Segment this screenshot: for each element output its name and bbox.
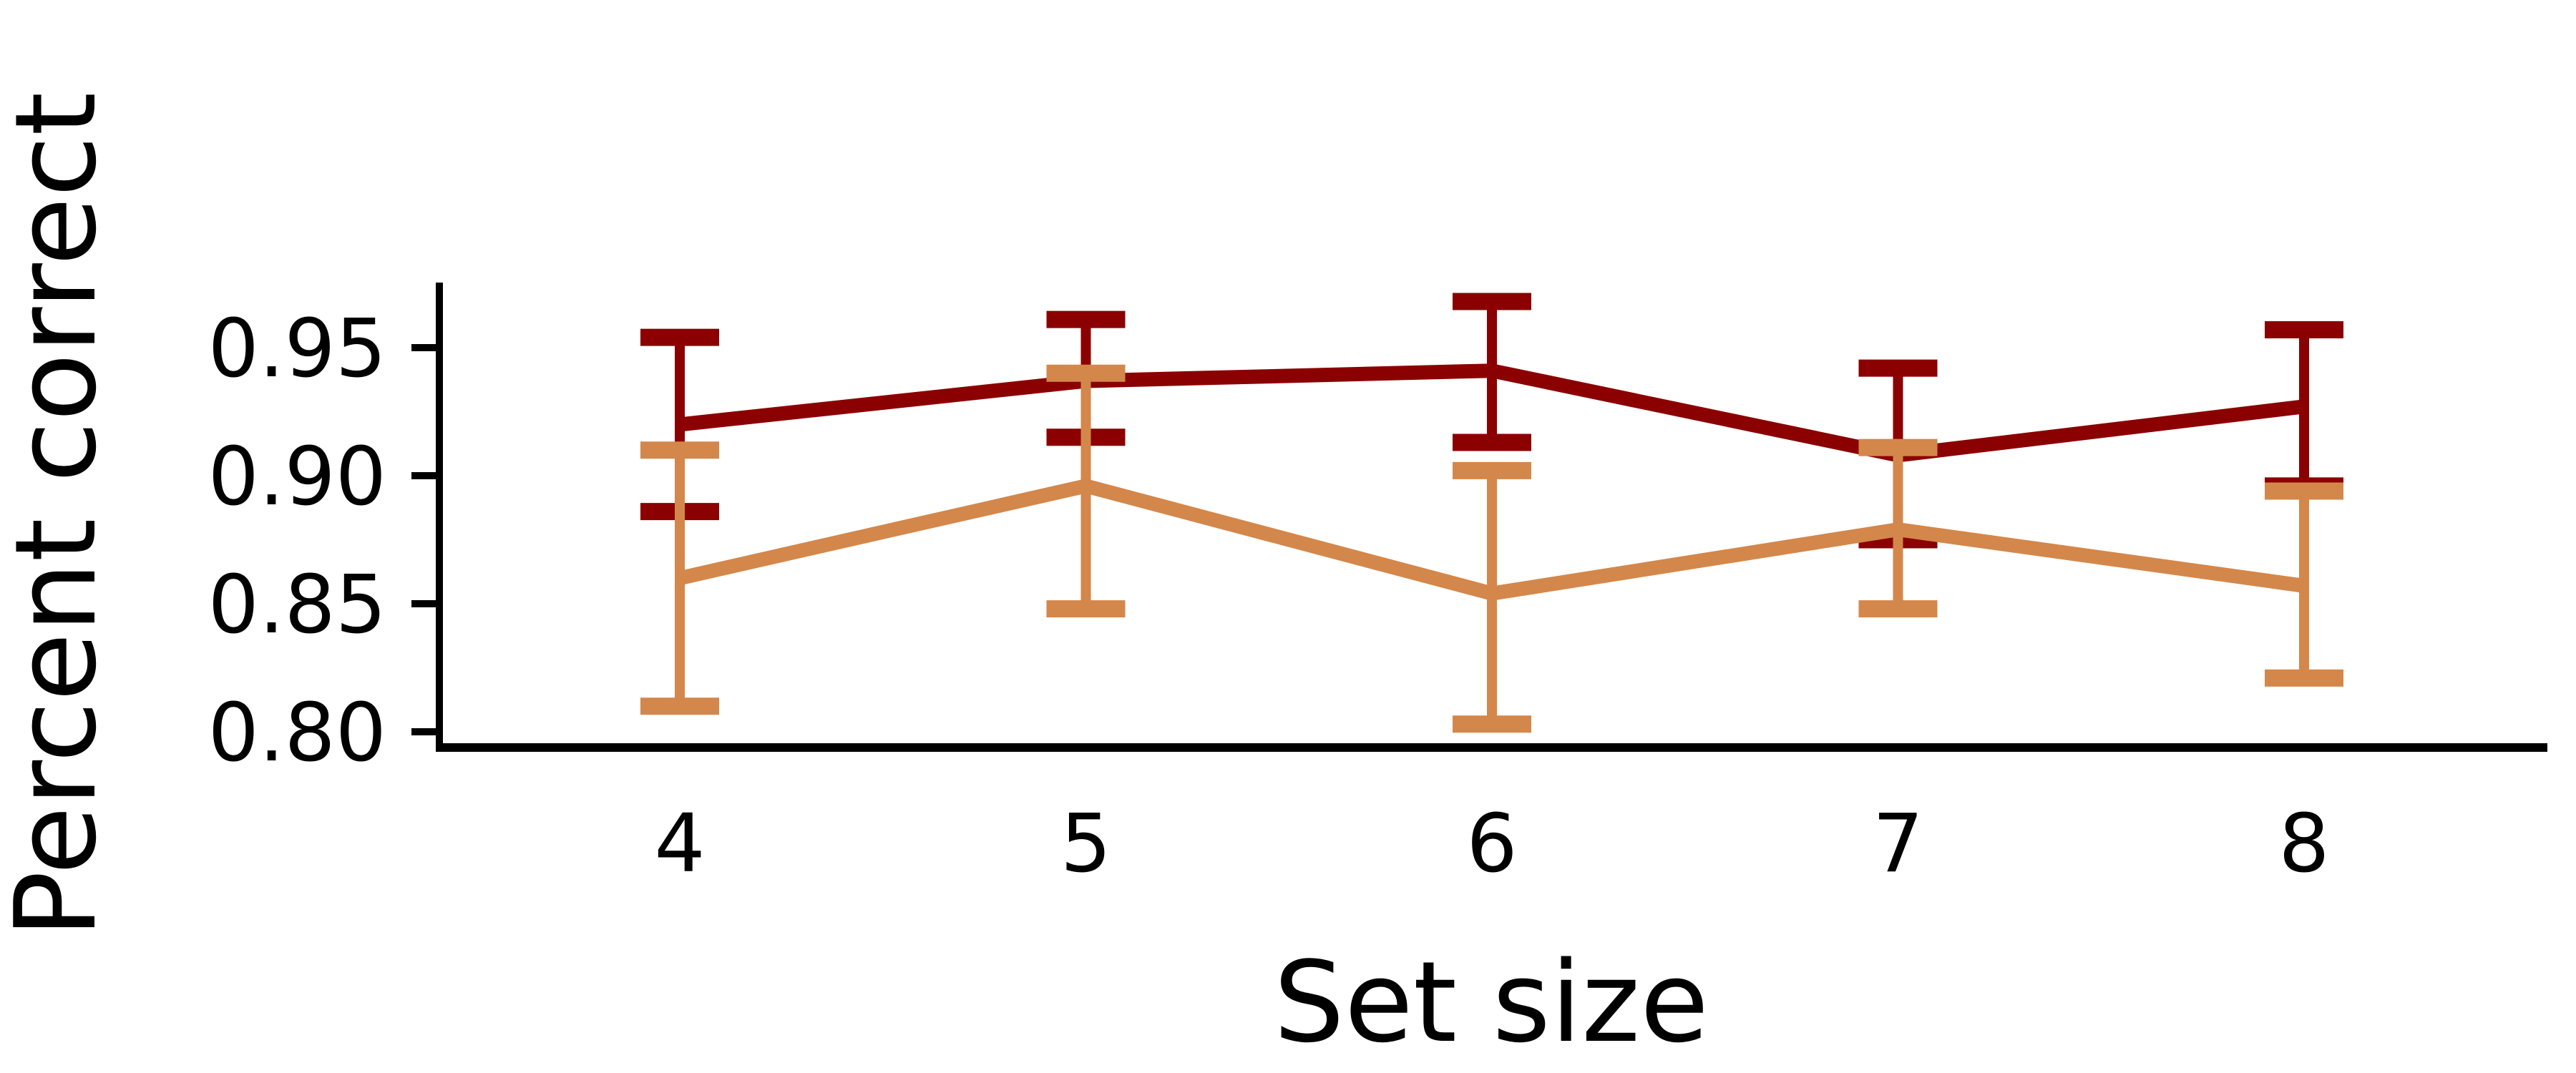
series-line <box>678 479 2306 601</box>
x-tick-label: 8 <box>2278 798 2329 891</box>
x-tick-label: 7 <box>1873 798 1923 891</box>
y-axis-title: Percent correct <box>0 92 121 939</box>
x-tick-label: 5 <box>1060 798 1111 891</box>
x-tick-label: 4 <box>654 798 705 891</box>
y-tick-label: 0.85 <box>208 559 386 652</box>
y-tick-label: 0.80 <box>208 687 386 780</box>
x-axis-title: Set size <box>1274 937 1709 1067</box>
y-tick-label: 0.90 <box>208 431 386 524</box>
series-2 <box>640 364 2343 733</box>
x-ticks: 4 5 6 7 8 <box>654 798 2329 891</box>
series-layer <box>640 293 2343 733</box>
y-ticks: 0.80 0.85 0.90 0.95 <box>208 303 439 780</box>
series-line <box>678 363 2306 463</box>
x-tick-label: 6 <box>1466 798 1517 891</box>
y-tick-label: 0.95 <box>208 303 386 396</box>
